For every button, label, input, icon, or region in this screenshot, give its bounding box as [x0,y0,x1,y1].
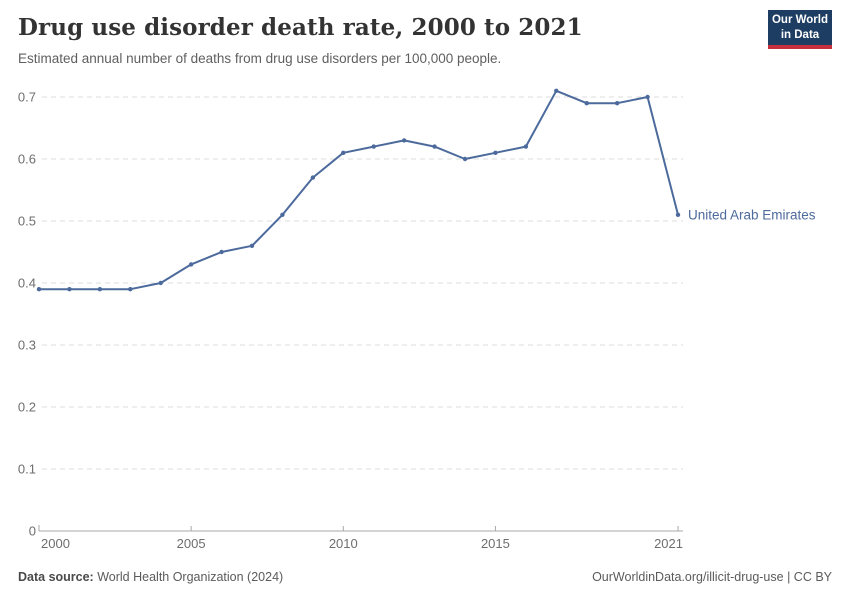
data-point [188,262,194,267]
data-point [554,88,559,93]
data-point [401,138,407,143]
data-point [371,144,376,149]
logo-line-1: Our World [771,14,828,27]
data-point [97,287,103,292]
chart-header: Drug use disorder death rate, 2000 to 20… [18,14,750,68]
data-point [36,287,42,292]
data-source-label: Data source: [18,570,94,584]
data-point [280,212,285,217]
data-point [584,101,589,106]
data-line [38,89,679,291]
data-point [310,175,316,180]
line-chart-area: 0 0.1 0.2 0.3 0.4 0.5 0.6 0.7 2000 2005 2010 2015 20… [0,80,850,555]
data-point [219,249,224,255]
y-axis-tick-label: 0.7 [18,90,36,105]
license-label: CC BY [793,570,832,584]
data-source: Data source: World Health Organization (… [18,570,283,584]
footer-attribution: OurWorldinData.org/illicit-drug-use | CC… [592,570,832,584]
data-point [614,101,620,106]
y-axis-tick-label: 0.2 [18,400,36,415]
data-point [432,144,437,149]
data-point [523,144,529,149]
data-point [128,287,133,292]
data-point [675,212,681,217]
logo-line-2: in Data [780,28,820,41]
chart-title: Drug use disorder death rate, 2000 to 20… [18,14,583,41]
x-axis-tick-label: 2000 [41,536,70,551]
x-axis-tick-label: 2015 [481,536,510,551]
data-point [158,280,163,286]
y-axis-tick-label: 0.5 [18,214,36,229]
x-axis-tick-label: 2005 [177,536,206,551]
data-point [493,150,498,155]
y-axis-tick-label: 0.4 [18,276,36,291]
chart-subtitle: Estimated annual number of deaths from d… [18,51,502,67]
x-axis-tick-label: 2021 [654,536,683,551]
data-point [462,156,468,162]
x-axis-tick-label: 2010 [329,536,358,551]
y-axis-tick-label: 0 [29,524,36,539]
y-axis-tick-label: 0.6 [18,152,36,167]
owid-logo: Our World in Data [768,10,832,49]
y-axis-tick-label: 0.1 [18,462,36,477]
data-point [67,287,72,292]
owid-url: OurWorldinData.org/illicit-drug-use [592,570,784,584]
chart-footer: Data source: World Health Organization (… [18,570,832,584]
data-point [645,94,650,100]
data-point [341,150,346,155]
data-source-value: World Health Organization (2024) [97,570,284,584]
chart-svg: 0 0.1 0.2 0.3 0.4 0.5 0.6 0.7 2000 2005 2010 2015 20… [18,88,816,551]
y-axis-tick-label: 0.3 [18,338,36,353]
data-point [249,243,255,248]
entity-label: United Arab Emirates [688,207,816,222]
footer-separator: | [783,570,794,584]
